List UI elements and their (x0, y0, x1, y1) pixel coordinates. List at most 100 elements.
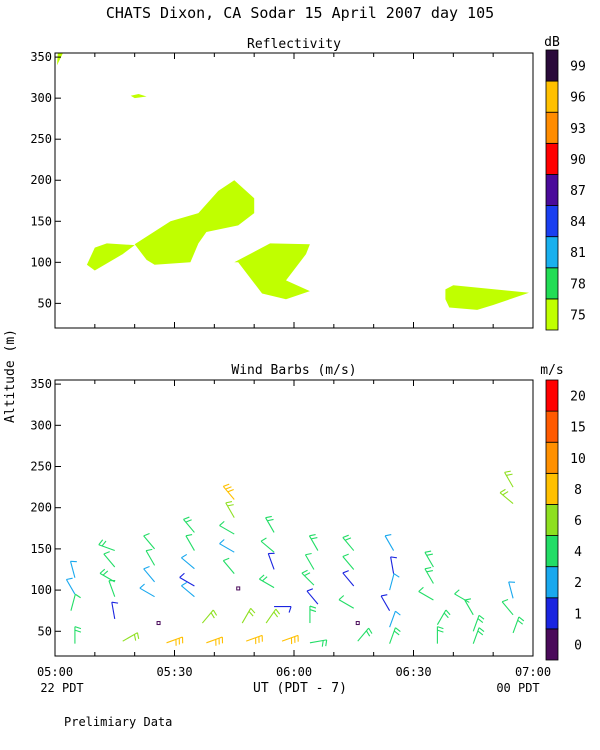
wind-barb (355, 621, 360, 626)
colorbar-swatch (545, 111, 559, 144)
colorbar-swatch (545, 566, 559, 599)
wind-barb (108, 579, 116, 597)
time-axis-title: UT (PDT - 7) (253, 681, 347, 696)
wind-barb (389, 627, 401, 644)
colorbar-label: 20 (570, 390, 586, 405)
reflectivity-region (130, 94, 147, 99)
right-time-note: 00 PDT (496, 681, 539, 695)
y-tick-label: 50 (38, 624, 52, 638)
wind-barb (384, 534, 395, 551)
colorbar-swatch (545, 472, 559, 505)
wind-barb (246, 634, 263, 645)
wind-barb (143, 533, 156, 550)
figure-title: CHATS Dixon, CA Sodar 15 April 2007 day … (106, 4, 494, 22)
plot-frame (54, 379, 534, 657)
wind-barb (111, 601, 119, 620)
wind-barb (342, 553, 355, 570)
wind-barb (342, 534, 355, 551)
colorbar-swatch (545, 628, 559, 661)
wind-barb (98, 539, 115, 552)
wind-barb (65, 577, 76, 595)
wind-barb (424, 550, 434, 568)
wind-barb (265, 608, 281, 624)
wind-barb (181, 581, 195, 598)
colorbar-label: 6 (574, 514, 582, 529)
x-tick-label: 06:30 (395, 665, 431, 679)
wind-barb (508, 581, 516, 599)
wind-barb (181, 553, 195, 570)
wind-barb (139, 583, 155, 598)
y-tick-label: 300 (30, 91, 52, 105)
wind-barb (306, 588, 319, 605)
wind-barb (222, 557, 235, 574)
colorbar-label: 90 (570, 153, 586, 168)
colorbar-swatch (545, 49, 559, 82)
colorbar-label: 84 (570, 215, 586, 230)
wind-barb (309, 605, 317, 624)
y-tick-label: 250 (30, 132, 52, 146)
wind-barb (219, 520, 235, 535)
colorbar-swatch (545, 298, 559, 331)
y-tick-label: 250 (30, 460, 52, 474)
colorbar-label: 4 (574, 545, 582, 560)
colorbar-label: 8 (574, 483, 582, 498)
footer-note: Prelimiary Data (64, 715, 172, 729)
wind-barb (225, 501, 235, 518)
wind-barb (99, 568, 116, 583)
colorbar-swatch (545, 379, 559, 412)
x-tick-label: 06:00 (276, 665, 312, 679)
wind-barb (185, 534, 195, 551)
wind-panel: Wind Barbs (m/s) 3503002502001501005005:… (30, 363, 586, 679)
wind-title: Wind Barbs (m/s) (231, 363, 356, 378)
wind-barb (183, 516, 195, 533)
wind-barb (418, 586, 434, 601)
reflectivity-region (234, 243, 310, 300)
wind-barb (309, 639, 328, 647)
wind-barb (389, 573, 400, 591)
wind-barb (342, 570, 355, 587)
colorbar-label: 78 (570, 277, 586, 292)
reflectivity-title: Reflectivity (247, 37, 341, 52)
colorbar-label: 75 (570, 308, 586, 323)
wind-barb (69, 560, 77, 578)
wind-barb (454, 589, 470, 603)
reflectivity-region (86, 243, 135, 271)
wind-barb (301, 569, 315, 586)
wind-barb (103, 551, 116, 568)
wind-barb (338, 595, 355, 609)
wind-barb (236, 586, 241, 591)
wind-barb (436, 626, 444, 644)
wind-barb (389, 610, 401, 628)
wind-barb (357, 627, 373, 642)
wind-barb (265, 515, 275, 533)
wind-barb (145, 548, 156, 566)
colorbar-swatch (545, 80, 559, 113)
y-tick-label: 300 (30, 418, 52, 432)
colorbar-swatch (545, 441, 559, 474)
wind-barb (424, 566, 434, 584)
colorbar-label: 10 (570, 452, 586, 467)
reflectivity-region (134, 180, 255, 265)
reflectivity-regions (57, 53, 529, 310)
colorbar-swatch (545, 535, 559, 568)
colorbar-label: 93 (570, 122, 586, 137)
colorbar-label: 15 (570, 421, 586, 436)
wind-barb (464, 598, 474, 616)
reflectivity-region (57, 53, 63, 66)
altitude-axis-label: Altitude (m) (3, 329, 18, 423)
colorbar-label: 96 (570, 91, 586, 106)
y-tick-label: 50 (38, 296, 52, 310)
wind-barb (267, 552, 275, 570)
left-time-note: 22 PDT (40, 681, 83, 695)
wind-barbs (65, 470, 525, 647)
wind-barb (304, 552, 315, 570)
wind-barb (258, 574, 275, 589)
colorbar-label: 2 (574, 576, 582, 591)
wind-barb (501, 598, 514, 616)
wind-barb (274, 606, 292, 613)
colorbar-swatch (545, 410, 559, 443)
wind-barb (504, 470, 514, 488)
wind-axes: 350 300 250 200 150 100 50 05:00 05:30 06:00 06:30… (30, 377, 551, 679)
